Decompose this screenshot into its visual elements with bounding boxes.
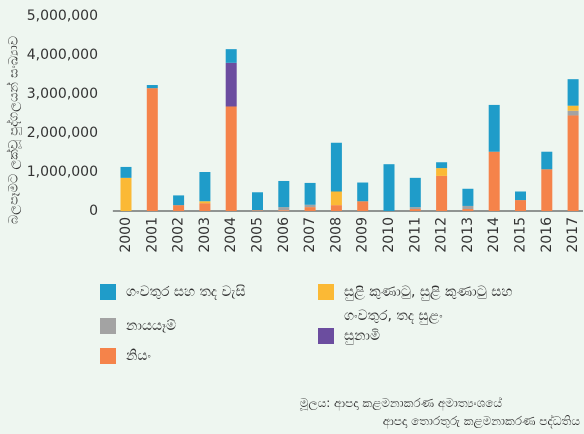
legend-label: නායයෑම්	[126, 318, 177, 334]
legend-label: සුළි කුණාටු, සුළි කුණාටු සහ ගංවතුර, තද ස…	[344, 284, 513, 324]
bar-segment	[567, 79, 579, 106]
x-tick-label: 2012	[434, 217, 450, 253]
x-tick-label: 2009	[355, 217, 371, 253]
legend-swatch	[318, 284, 334, 300]
bar-segment	[278, 180, 290, 208]
bar-segment	[488, 151, 500, 211]
bar-segment	[330, 142, 342, 192]
bar-segment	[567, 115, 579, 211]
bar-segment	[199, 203, 211, 211]
x-tick-label: 2013	[460, 217, 476, 253]
bar-segment	[252, 210, 263, 211]
bar-segment	[330, 205, 342, 211]
bar-segment	[515, 191, 526, 201]
chart: බලපෑමට ලක්වූ පුද්ගලයන් සංඛ්‍යාව 0 1,000,0…	[5, 8, 583, 253]
bar-segment	[173, 195, 185, 206]
x-tick-label: 2006	[276, 217, 292, 253]
bar-segment	[409, 209, 421, 211]
bar-segment	[304, 207, 316, 211]
bar-segment	[541, 169, 553, 211]
x-tick-label: 2003	[197, 217, 213, 253]
legend-swatch	[100, 348, 116, 364]
y-tick-label: 4,000,000	[27, 47, 98, 63]
legend-item: නියං	[100, 344, 300, 368]
bar-segment	[462, 209, 474, 211]
legend-item: සුනාමි	[318, 324, 518, 348]
source: ආපදා තොරතුරු කළමනාකරණ පද්ධතිය	[382, 414, 580, 428]
bar-segment	[409, 177, 421, 208]
bar-segment	[567, 105, 579, 111]
bar-segment	[409, 207, 421, 210]
y-axis-label: බලපෑමට ලක්වූ පුද්ගලයන් සංඛ්‍යාව	[5, 36, 21, 224]
bar-segment	[278, 210, 290, 211]
y-tick-label: 2,000,000	[27, 125, 98, 141]
bar-segment	[462, 188, 474, 206]
bar-segment	[225, 106, 237, 211]
x-tick-label: 2001	[144, 217, 160, 253]
x-tick-label: 2015	[513, 217, 529, 253]
bar-segment	[252, 192, 263, 211]
legend-label: ගංවතුර සහ තද වැසි	[126, 284, 246, 300]
bar-segment	[541, 151, 553, 170]
bar-segment	[462, 205, 474, 210]
x-tick-label: 2011	[407, 217, 423, 253]
bar-segment	[304, 204, 316, 208]
x-tick-label: 2005	[250, 217, 266, 253]
x-tick-label: 2007	[302, 217, 318, 253]
bar-segment	[488, 104, 500, 152]
x-tick-label: 2016	[539, 217, 555, 253]
bar-segment	[383, 164, 395, 211]
bar-segment	[515, 200, 526, 211]
bar-segment	[120, 166, 132, 178]
x-tick-label: 2010	[381, 217, 397, 253]
legend-item: සුළි කුණාටු, සුළි කුණාටු සහ ගංවතුර, තද ස…	[318, 280, 558, 328]
y-tick-label: 3,000,000	[27, 86, 98, 102]
legend-item: නායයෑම්	[100, 314, 300, 338]
source: මූලය: ආපදා කළමනාකරණ අමාත්‍යංශයේ	[299, 396, 502, 410]
x-tick-label: 2004	[223, 217, 239, 253]
bar-segment	[225, 62, 237, 107]
legend-swatch	[318, 328, 334, 344]
y-tick-label: 0	[89, 203, 98, 219]
x-tick-label: 2002	[171, 217, 187, 253]
bar-segment	[199, 172, 211, 202]
y-tick-label: 5,000,000	[27, 8, 98, 24]
bar-segment	[146, 88, 158, 211]
bar-segment	[304, 182, 316, 205]
bar-segment	[357, 201, 369, 211]
bar-segment	[225, 49, 237, 63]
x-tick-label: 2000	[118, 217, 134, 253]
bar-segment	[330, 191, 342, 206]
bar-segment	[436, 162, 448, 169]
bar-segment	[146, 85, 158, 89]
bar-segment	[199, 201, 211, 204]
bar-segment	[173, 205, 185, 211]
x-tick-label: 2017	[565, 217, 581, 253]
bar-segment	[436, 168, 448, 176]
bar-segment	[436, 175, 448, 211]
legend-label: සුනාමි	[344, 328, 381, 344]
bar-segment	[278, 207, 290, 211]
x-tick-label: 2014	[486, 217, 502, 253]
y-tick-label: 1,000,000	[27, 164, 98, 180]
legend-item: ගංවතුර සහ තද වැසි	[100, 280, 300, 304]
legend-label: නියං	[126, 348, 151, 364]
legend-swatch	[100, 318, 116, 334]
bar-segment	[357, 182, 369, 202]
x-tick-label: 2008	[328, 217, 344, 253]
bar-segment	[567, 110, 579, 116]
legend-swatch	[100, 284, 116, 300]
bar-segment	[120, 177, 132, 211]
